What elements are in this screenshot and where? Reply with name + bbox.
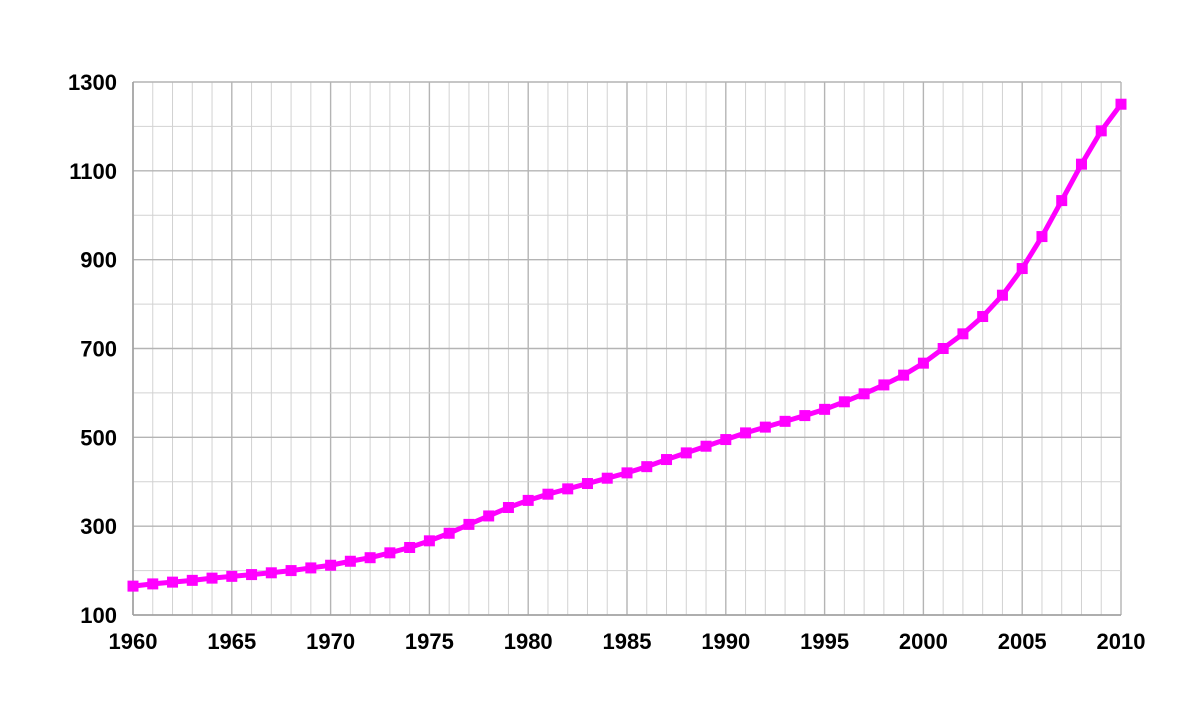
data-point-marker [443,527,455,539]
data-point-marker [996,289,1008,301]
x-tick-label: 1985 [603,629,652,654]
data-point-marker [344,555,356,567]
data-point-marker [325,559,337,571]
data-point-marker [206,572,218,584]
x-tick-label: 1975 [405,629,454,654]
data-point-marker [186,574,198,586]
data-point-marker [661,454,673,466]
axes [132,82,1121,616]
x-tick-label: 1980 [504,629,553,654]
y-tick-label: 900 [80,248,117,273]
data-point-marker [127,580,139,592]
data-point-marker [463,518,475,530]
data-point-marker [305,562,317,574]
data-point-marker [147,578,159,590]
data-point-marker [483,510,495,522]
grid [132,81,1122,616]
data-point-marker [937,343,949,354]
x-tick-label: 1990 [701,629,750,654]
data-point-marker [1016,263,1028,275]
y-tick-label: 1300 [68,70,117,95]
data-series [127,98,1127,592]
x-tick-label: 2010 [1097,629,1146,654]
data-point-marker [226,570,238,582]
data-point-marker [898,369,910,381]
data-point-marker [1056,195,1068,207]
data-point-marker [246,569,258,581]
data-point-marker [720,434,732,446]
y-tick-label: 1100 [69,159,117,184]
data-point-marker [917,357,929,369]
data-point-marker [957,328,969,340]
data-point-marker [740,427,752,439]
data-point-marker [878,379,890,391]
data-point-marker [977,311,989,323]
y-tick-label: 500 [80,425,117,450]
y-tick-label: 300 [80,514,117,539]
data-point-marker [404,541,416,553]
data-point-marker [1075,158,1087,170]
data-point-marker [819,403,831,415]
data-point-marker [167,576,179,588]
data-point-marker [799,410,811,422]
data-point-marker [680,447,692,459]
data-point-marker [581,478,593,490]
data-point-marker [838,396,850,408]
data-point-marker [522,494,534,506]
x-tick-label: 2005 [998,629,1047,654]
data-point-marker [285,565,297,577]
data-point-marker [364,552,376,564]
x-tick-label: 2000 [899,629,948,654]
x-tick-label: 1995 [800,629,849,654]
data-point-marker [265,567,277,579]
data-point-marker [700,440,712,452]
tick-labels: 1960 1965 1970 1975 1980 1985 1990 1995 2000 2005… [68,70,1145,654]
data-point-marker [858,388,870,400]
x-tick-label: 1970 [306,629,355,654]
data-point-marker [1095,125,1107,137]
data-point-marker [562,483,574,495]
x-tick-label: 1960 [109,629,158,654]
data-point-marker [759,421,771,433]
data-point-marker [502,502,514,514]
data-point-marker [1036,231,1048,243]
y-tick-label: 100 [80,603,117,628]
x-tick-label: 1965 [207,629,256,654]
data-point-marker [423,535,435,547]
data-point-marker [779,415,791,427]
y-tick-label: 700 [80,337,117,362]
data-point-marker [621,467,633,479]
data-point-marker [542,488,554,500]
data-point-marker [641,461,653,473]
data-point-marker [1115,98,1127,110]
data-point-marker [384,547,396,559]
data-point-marker [601,472,613,484]
